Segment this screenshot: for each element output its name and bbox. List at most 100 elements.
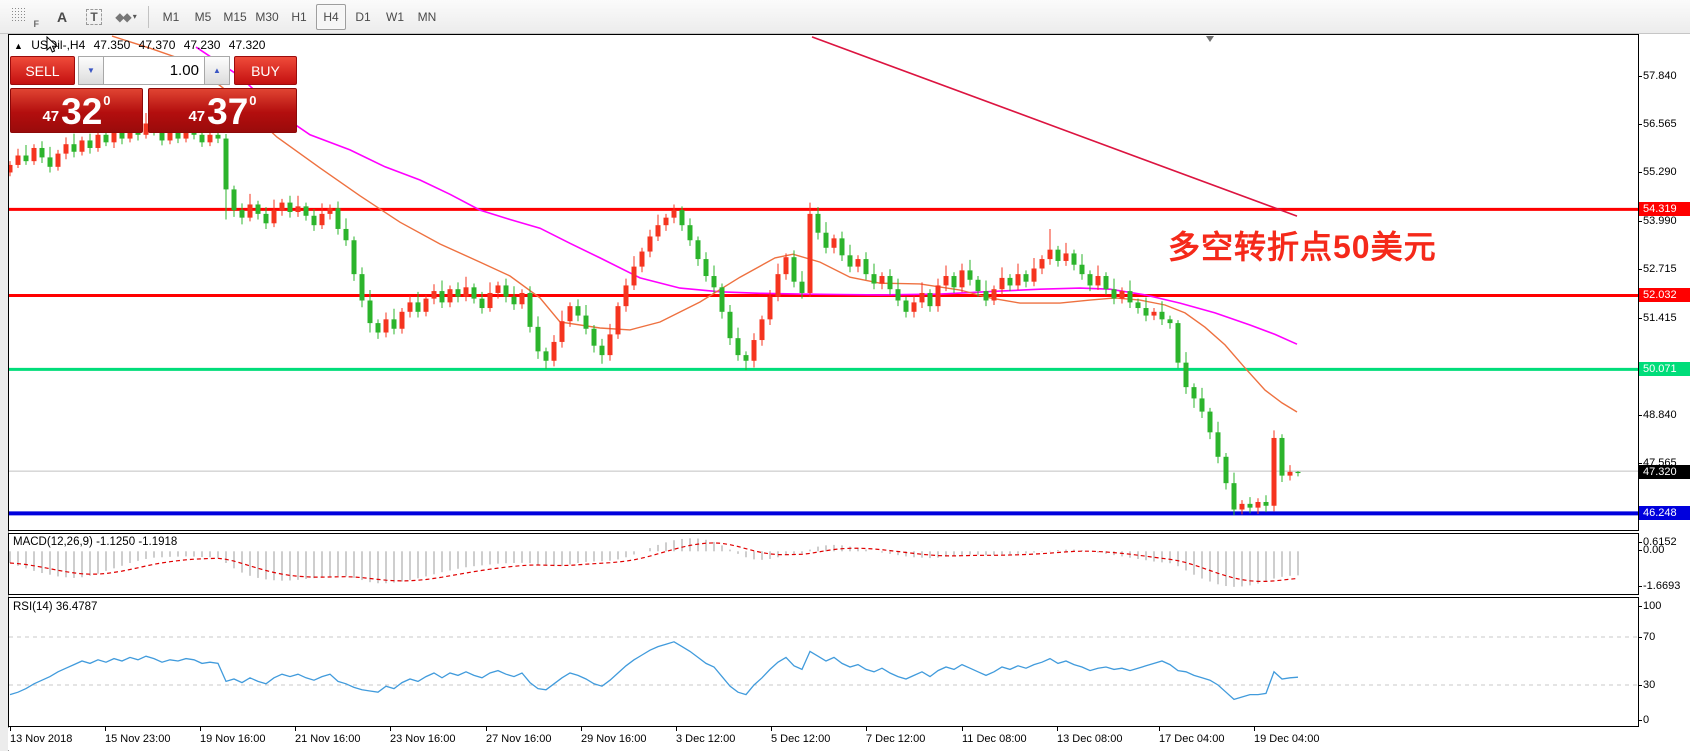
price-tick: 53.990 bbox=[1638, 214, 1677, 227]
buy-button[interactable]: BUY bbox=[233, 56, 297, 85]
timeframe-button-w1[interactable]: W1 bbox=[386, 9, 404, 24]
time-tick: 17 Dec 04:00 bbox=[1159, 727, 1225, 745]
macd-signal-line bbox=[9, 542, 1299, 583]
text-label-tool[interactable]: A bbox=[56, 8, 68, 25]
price-tick: 51.415 bbox=[1638, 311, 1677, 324]
macd-scale-tick: -1.6693 bbox=[1637, 579, 1681, 592]
grid-dots-icon bbox=[11, 6, 27, 21]
time-tick: 27 Nov 16:00 bbox=[486, 727, 552, 745]
annotation-text[interactable]: 多空转折点50美元 bbox=[1168, 229, 1437, 265]
timeframe-button-m15[interactable]: M15 bbox=[223, 9, 247, 24]
time-axis[interactable]: 13 Nov 2018 15 Nov 23:00 19 Nov 16:00 21 No… bbox=[8, 727, 1639, 750]
price-tick: 56.565 bbox=[1638, 117, 1677, 130]
price-tick: 55.290 bbox=[1638, 165, 1677, 178]
objects-tool[interactable]: ◆◆ ▾ bbox=[111, 4, 141, 30]
price-axis[interactable]: 57.840 56.565 55.290 53.990 52.715 51.415 48.8… bbox=[1637, 0, 1690, 751]
timeframe-button-h1[interactable]: H1 bbox=[291, 9, 307, 24]
sell-price-pips: 32 bbox=[61, 90, 103, 132]
level-badge-50.071: 50.071 bbox=[1639, 361, 1690, 376]
timeframe-button-m30[interactable]: M30 bbox=[255, 9, 279, 24]
chevron-down-icon: ▾ bbox=[132, 12, 137, 21]
volume-input[interactable]: 1.00 bbox=[103, 56, 204, 85]
volume-spinner: ▼ 1.00 ▲ bbox=[77, 56, 230, 85]
ma-fast-line bbox=[111, 35, 1298, 413]
buy-price-int: 47 bbox=[188, 108, 206, 125]
rsi-value: 36.4787 bbox=[55, 601, 98, 613]
ohlc-high: 47.370 bbox=[138, 38, 176, 52]
time-tick: 23 Nov 16:00 bbox=[390, 727, 456, 745]
timeframe-button-m5[interactable]: M5 bbox=[194, 9, 212, 24]
trendline bbox=[811, 36, 1298, 217]
time-tick: 29 Nov 16:00 bbox=[581, 727, 647, 745]
volume-increase-button[interactable]: ▲ bbox=[203, 56, 230, 85]
toolbar-separator bbox=[148, 5, 149, 28]
rsi-scale-tick: 100 bbox=[1637, 600, 1662, 612]
level-badge-46.248: 46.248 bbox=[1639, 505, 1690, 520]
time-tick: 19 Nov 16:00 bbox=[200, 727, 266, 745]
candles bbox=[9, 112, 1301, 516]
price-tick: 48.840 bbox=[1638, 408, 1677, 421]
buy-price-display[interactable]: 47 37 0 bbox=[148, 88, 297, 133]
grid-f-icon[interactable]: F bbox=[10, 6, 40, 29]
macd-scale-tick: 0.6152 bbox=[1638, 536, 1677, 548]
macd-histogram bbox=[9, 538, 1299, 587]
macd-main-value: -1.1250 bbox=[96, 536, 136, 548]
time-tick: 3 Dec 12:00 bbox=[676, 727, 736, 745]
macd-pane[interactable] bbox=[8, 533, 1639, 595]
price-tick: 57.840 bbox=[1638, 69, 1677, 82]
ohlc-open: 47.350 bbox=[93, 38, 131, 52]
macd-name: MACD(12,26,9) bbox=[13, 536, 93, 548]
sell-price-display[interactable]: 47 32 0 bbox=[10, 88, 143, 133]
chart-title: ▲ USOil-,H4 47.350 47.370 47.230 47.320 bbox=[14, 38, 270, 52]
time-tick: 13 Nov 2018 bbox=[10, 727, 73, 745]
rsi-legend: RSI(14) 36.4787 bbox=[13, 601, 97, 613]
time-tick: 7 Dec 12:00 bbox=[866, 727, 926, 745]
macd-canvas[interactable] bbox=[9, 534, 1638, 594]
rsi-line bbox=[9, 641, 1299, 701]
macd-signal-value: -1.1918 bbox=[138, 536, 178, 548]
macd-legend: MACD(12,26,9) -1.1250 -1.1918 bbox=[13, 536, 177, 548]
level-badge-54.319: 54.319 bbox=[1639, 201, 1690, 216]
toolbar: F A T ◆◆ ▾ M1 M5 M15 M30 H1 H4 D1 W1 MN bbox=[0, 0, 1690, 34]
one-click-trading-panel: SELL ▼ 1.00 ▲ BUY 47 32 0 47 37 0 bbox=[10, 56, 297, 133]
sell-button[interactable]: SELL bbox=[10, 56, 75, 85]
time-tick: 13 Dec 08:00 bbox=[1057, 727, 1123, 745]
timeframe-button-d1[interactable]: D1 bbox=[355, 9, 371, 24]
time-tick: 15 Nov 23:00 bbox=[105, 727, 171, 745]
main-chart-canvas[interactable] bbox=[9, 35, 1638, 530]
bid-price-badge: 47.320 bbox=[1639, 465, 1690, 480]
rsi-pane[interactable] bbox=[8, 597, 1639, 727]
shift-marker-icon[interactable] bbox=[1206, 36, 1214, 42]
buy-price-point: 0 bbox=[249, 93, 257, 108]
volume-decrease-button[interactable]: ▼ bbox=[77, 56, 104, 85]
timeframe-button-h4[interactable]: H4 bbox=[316, 3, 346, 30]
mouse-cursor-icon bbox=[46, 36, 59, 53]
grid-f-letter: F bbox=[33, 18, 40, 29]
timeframe-button-m1[interactable]: M1 bbox=[162, 9, 180, 24]
buy-price-pips: 37 bbox=[207, 90, 249, 132]
objects-icon: ◆◆ bbox=[115, 9, 132, 24]
textbox-t-icon: T bbox=[86, 8, 102, 25]
price-tick: 52.715 bbox=[1638, 262, 1677, 275]
symbol-period: USOil-,H4 bbox=[31, 38, 86, 52]
rsi-scale-tick: 70 bbox=[1637, 631, 1656, 643]
macd-scale-tick: 0.00 bbox=[1637, 544, 1665, 557]
time-tick: 11 Dec 08:00 bbox=[962, 727, 1027, 745]
time-tick: 5 Dec 12:00 bbox=[771, 727, 831, 745]
panel-collapse-icon[interactable]: ▲ bbox=[14, 41, 23, 51]
rsi-scale-tick: 30 bbox=[1637, 679, 1656, 691]
rsi-scale-tick: 0 bbox=[1637, 714, 1650, 726]
level-badge-52.032: 52.032 bbox=[1639, 288, 1690, 303]
ohlc-close: 47.320 bbox=[228, 38, 266, 52]
rsi-canvas[interactable] bbox=[9, 598, 1638, 726]
timeframe-group: M1 M5 M15 M30 H1 H4 D1 W1 MN bbox=[155, 3, 443, 30]
sell-price-int: 47 bbox=[42, 108, 60, 125]
time-tick: 21 Nov 16:00 bbox=[295, 727, 361, 745]
rsi-name: RSI(14) bbox=[13, 601, 53, 613]
timeframe-button-mn[interactable]: MN bbox=[417, 9, 437, 24]
sell-price-point: 0 bbox=[103, 93, 111, 108]
textbox-tool[interactable]: T bbox=[79, 4, 109, 30]
ohlc-low: 47.230 bbox=[183, 38, 221, 52]
time-tick: 19 Dec 04:00 bbox=[1254, 727, 1320, 745]
